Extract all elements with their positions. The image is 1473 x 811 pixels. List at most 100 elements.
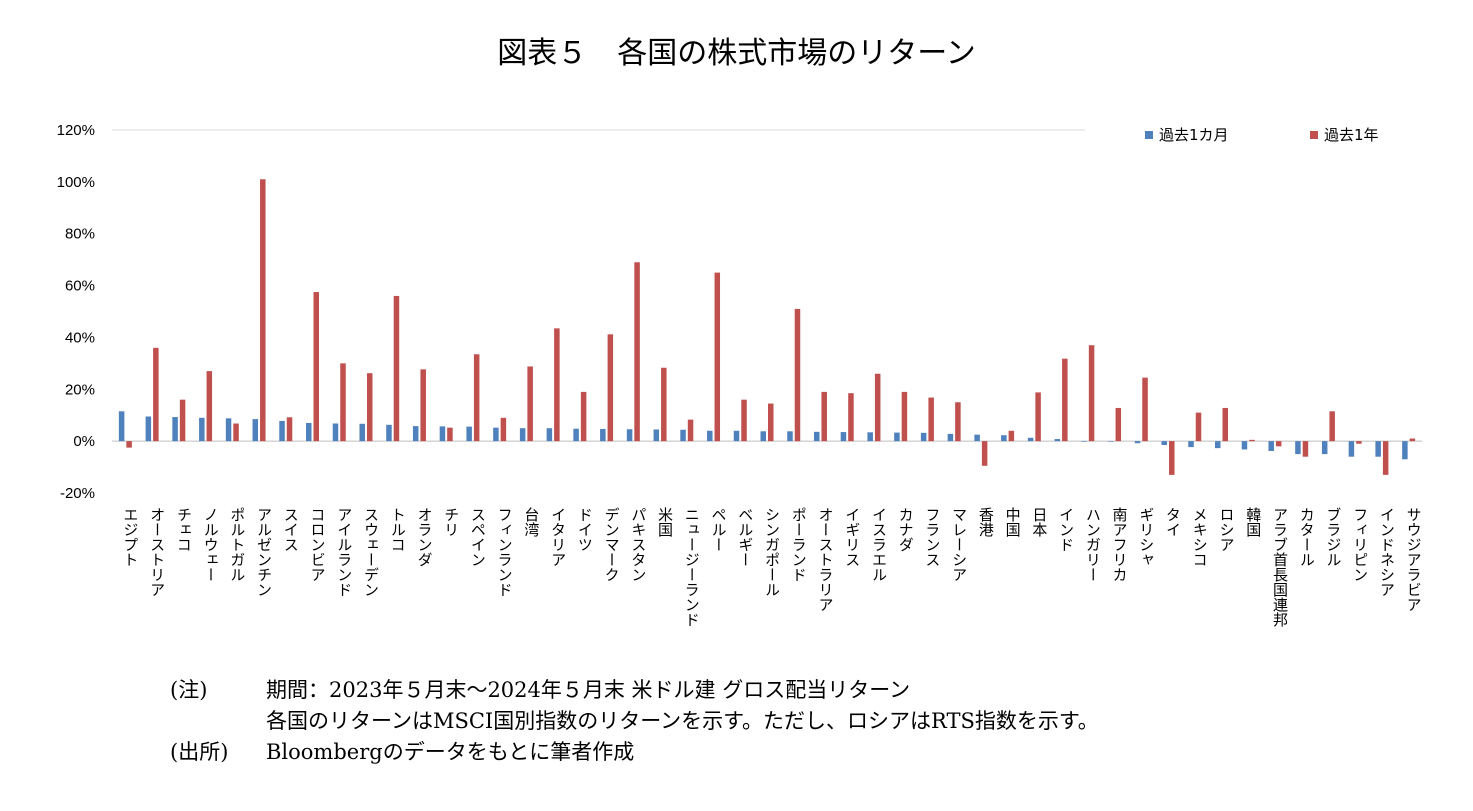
bar-year	[447, 427, 453, 442]
bar-month	[412, 426, 419, 442]
bar-year	[901, 391, 908, 442]
y-tick-label: 60%	[65, 278, 95, 295]
bar-year	[340, 363, 346, 442]
x-category-label: チリ	[442, 507, 460, 537]
bar-year	[848, 393, 854, 442]
bar-year	[366, 373, 373, 442]
chart-title: 図表５ 各国の株式市場のリターン	[497, 36, 976, 71]
bar-year	[687, 419, 694, 442]
bar-month	[1295, 441, 1301, 455]
x-category-label: カタール	[1298, 507, 1316, 567]
bar-month	[1402, 441, 1408, 460]
bar-month	[306, 422, 312, 442]
bar-month	[439, 426, 446, 442]
bar-year	[1382, 441, 1389, 475]
bar-month	[1348, 441, 1355, 457]
bar-year	[821, 391, 827, 442]
x-category-label: インドネシア	[1378, 507, 1396, 597]
bar-month	[573, 428, 579, 442]
y-tick-label: 40%	[65, 329, 95, 346]
x-category-label: アラブ首長国連邦	[1271, 507, 1289, 627]
bar-year	[420, 369, 426, 442]
x-category-label: シンガポール	[763, 507, 781, 597]
x-category-label: パキスタン	[629, 507, 647, 582]
x-category-label: ロシア	[1217, 507, 1235, 552]
legend-swatch	[1145, 131, 1153, 139]
x-category-label: 米国	[656, 507, 674, 537]
bar-month	[1214, 441, 1221, 449]
bar-year	[1409, 438, 1416, 442]
bar-month	[974, 434, 980, 442]
bar-year	[874, 373, 881, 442]
bar-year	[981, 441, 988, 466]
bar-year	[527, 366, 533, 442]
bar-year	[928, 397, 934, 442]
source-label: (出所)	[170, 740, 229, 764]
bar-month	[1108, 441, 1114, 442]
x-category-label: 中国	[1004, 507, 1022, 537]
x-category-label: オーストラリア	[816, 507, 834, 612]
x-category-label: イスラエル	[870, 507, 888, 582]
x-category-label: ニュージーランド	[683, 507, 701, 627]
x-category-label: エジプト	[121, 507, 139, 567]
bar-month	[733, 430, 740, 442]
legend-swatch	[1310, 131, 1318, 139]
bar-month	[332, 423, 339, 442]
bar-year	[1035, 392, 1041, 442]
y-tick-label: 80%	[65, 226, 95, 243]
bar-month	[359, 423, 365, 442]
bar-year	[1169, 441, 1175, 475]
x-category-label: ドイツ	[576, 507, 594, 552]
bar-month	[1081, 441, 1087, 442]
x-category-label: 台湾	[522, 507, 540, 537]
x-category-label: ギリシャ	[1137, 507, 1155, 567]
source-text: Bloombergのデータをもとに筆者作成	[266, 740, 635, 764]
bar-month	[519, 428, 526, 442]
x-category-label: サウジアラビア	[1405, 507, 1423, 612]
x-category-label: スペイン	[469, 507, 487, 567]
x-category-label: コロンビア	[309, 507, 327, 582]
x-category-label: オーストリア	[148, 507, 166, 597]
x-category-label: カナダ	[897, 507, 915, 552]
notes-block: (注) 期間：2023年５月末～2024年５月末 米ドル建 グロス配当リターン …	[170, 675, 1099, 768]
bar-month	[145, 416, 152, 442]
x-category-label: 韓国	[1244, 507, 1262, 537]
y-tick-label: 0%	[73, 433, 95, 450]
x-category-label: タイ	[1164, 507, 1182, 537]
bar-month	[1001, 435, 1007, 442]
bar-year	[1249, 439, 1255, 442]
bar-year	[1195, 412, 1202, 442]
bar-year	[286, 417, 293, 442]
bar-year	[313, 292, 320, 442]
bar-month	[1268, 441, 1274, 451]
bar-month	[252, 419, 259, 442]
y-tick-label: 20%	[65, 381, 95, 398]
bar-year	[500, 417, 507, 442]
bar-month	[787, 431, 793, 442]
bar-year	[393, 295, 400, 442]
x-category-label: ポーランド	[790, 507, 808, 582]
x-category-label: ハンガリー	[1084, 507, 1102, 582]
x-category-label: ノルウェー	[202, 507, 220, 582]
x-category-label: スイス	[282, 507, 300, 552]
bar-month	[1027, 437, 1034, 442]
bar-year	[741, 399, 747, 442]
bar-year	[1275, 441, 1282, 447]
bar-year	[1222, 407, 1228, 442]
bar-month	[118, 411, 125, 442]
bar-month	[1375, 441, 1381, 457]
bar-month	[867, 432, 873, 442]
x-category-label: メキシコ	[1191, 507, 1209, 567]
x-category-label: フィリピン	[1351, 507, 1369, 582]
bar-year	[473, 354, 480, 442]
bar-year	[661, 367, 667, 442]
x-category-label: 香港	[977, 507, 995, 537]
bar-month	[1134, 441, 1141, 444]
bar-year	[1356, 441, 1362, 444]
bar-year	[554, 328, 560, 442]
x-category-label: スウェーデン	[362, 507, 380, 597]
bar-month	[1241, 441, 1248, 450]
x-category-label: イギリス	[843, 507, 861, 567]
bar-year	[1302, 441, 1309, 457]
bar-year	[607, 334, 614, 442]
